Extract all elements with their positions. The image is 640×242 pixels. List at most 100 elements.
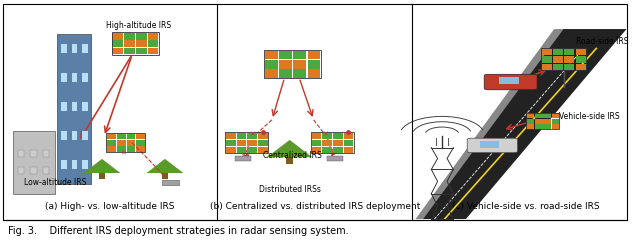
- Bar: [312, 133, 321, 139]
- Bar: [30, 167, 36, 174]
- Bar: [543, 119, 551, 123]
- Bar: [535, 124, 543, 129]
- Polygon shape: [415, 29, 566, 219]
- Bar: [136, 140, 145, 146]
- Text: Fig. 3.    Different IRS deployment strategies in radar sensing system.: Fig. 3. Different IRS deployment strateg…: [8, 226, 348, 236]
- Bar: [30, 150, 36, 157]
- Bar: [311, 132, 354, 153]
- Text: (a) High- vs. low-altitude IRS: (a) High- vs. low-altitude IRS: [45, 202, 175, 211]
- FancyBboxPatch shape: [163, 180, 179, 185]
- FancyBboxPatch shape: [484, 74, 537, 90]
- Bar: [237, 147, 246, 153]
- Bar: [527, 124, 534, 129]
- Text: (b) Centralized vs. distributed IRS deployment: (b) Centralized vs. distributed IRS depl…: [210, 202, 420, 211]
- Bar: [127, 146, 135, 152]
- Bar: [344, 147, 353, 153]
- Bar: [333, 140, 343, 146]
- Bar: [82, 44, 88, 53]
- Bar: [61, 131, 67, 140]
- Bar: [279, 69, 292, 78]
- Bar: [575, 63, 586, 70]
- FancyBboxPatch shape: [467, 138, 518, 153]
- Bar: [543, 113, 551, 118]
- Bar: [527, 113, 534, 118]
- Bar: [136, 33, 147, 40]
- Bar: [312, 147, 321, 153]
- Bar: [312, 140, 321, 146]
- Bar: [323, 133, 332, 139]
- Bar: [82, 102, 88, 111]
- Bar: [499, 77, 520, 84]
- Bar: [136, 40, 147, 47]
- Bar: [113, 48, 123, 54]
- Bar: [148, 40, 159, 47]
- Bar: [564, 49, 574, 55]
- Bar: [124, 33, 135, 40]
- Bar: [43, 150, 49, 157]
- Bar: [323, 140, 332, 146]
- Bar: [344, 133, 353, 139]
- Bar: [82, 131, 88, 140]
- Bar: [72, 44, 77, 53]
- Bar: [72, 160, 77, 169]
- Bar: [552, 113, 559, 118]
- Bar: [3, 4, 627, 220]
- Bar: [18, 167, 24, 174]
- Text: High-altitude IRS: High-altitude IRS: [106, 21, 171, 30]
- Bar: [136, 146, 145, 152]
- Bar: [124, 48, 135, 54]
- Bar: [226, 133, 236, 139]
- Bar: [82, 160, 88, 169]
- Bar: [82, 73, 88, 82]
- Bar: [258, 133, 268, 139]
- Bar: [552, 119, 559, 123]
- Text: ✕: ✕: [249, 131, 255, 137]
- Bar: [226, 140, 236, 146]
- Bar: [293, 69, 306, 78]
- Bar: [148, 33, 159, 40]
- Bar: [541, 56, 552, 63]
- Bar: [113, 40, 123, 47]
- Text: ✕: ✕: [322, 131, 328, 137]
- Bar: [344, 140, 353, 146]
- Bar: [258, 147, 268, 153]
- Bar: [575, 49, 586, 55]
- Bar: [543, 124, 551, 129]
- Bar: [265, 69, 278, 78]
- Bar: [107, 146, 116, 152]
- Bar: [225, 132, 268, 153]
- Bar: [553, 56, 563, 63]
- Bar: [226, 147, 236, 153]
- Text: Vehicle-side IRS: Vehicle-side IRS: [559, 112, 620, 121]
- Bar: [541, 63, 552, 70]
- Bar: [107, 140, 116, 146]
- Text: Low-altitude IRS: Low-altitude IRS: [24, 178, 86, 187]
- Text: ✕: ✕: [120, 151, 126, 157]
- Bar: [333, 133, 343, 139]
- Bar: [113, 33, 123, 40]
- Bar: [323, 147, 332, 153]
- Bar: [308, 69, 321, 78]
- Bar: [57, 34, 92, 184]
- Polygon shape: [267, 140, 312, 157]
- Bar: [293, 51, 306, 59]
- Bar: [61, 44, 67, 53]
- Bar: [13, 131, 56, 194]
- Bar: [333, 147, 343, 153]
- Bar: [287, 157, 292, 164]
- Text: Distributed IRSs: Distributed IRSs: [259, 185, 321, 194]
- Bar: [162, 173, 168, 179]
- Bar: [553, 49, 563, 55]
- Bar: [99, 173, 105, 179]
- Bar: [237, 133, 246, 139]
- Bar: [535, 119, 543, 123]
- Bar: [117, 134, 125, 139]
- Bar: [293, 60, 306, 68]
- Bar: [107, 134, 116, 139]
- Bar: [61, 102, 67, 111]
- Text: (c) Vehicle-side vs. road-side IRS: (c) Vehicle-side vs. road-side IRS: [452, 202, 600, 211]
- Bar: [265, 60, 278, 68]
- Bar: [148, 48, 159, 54]
- Bar: [258, 140, 268, 146]
- Bar: [527, 119, 534, 123]
